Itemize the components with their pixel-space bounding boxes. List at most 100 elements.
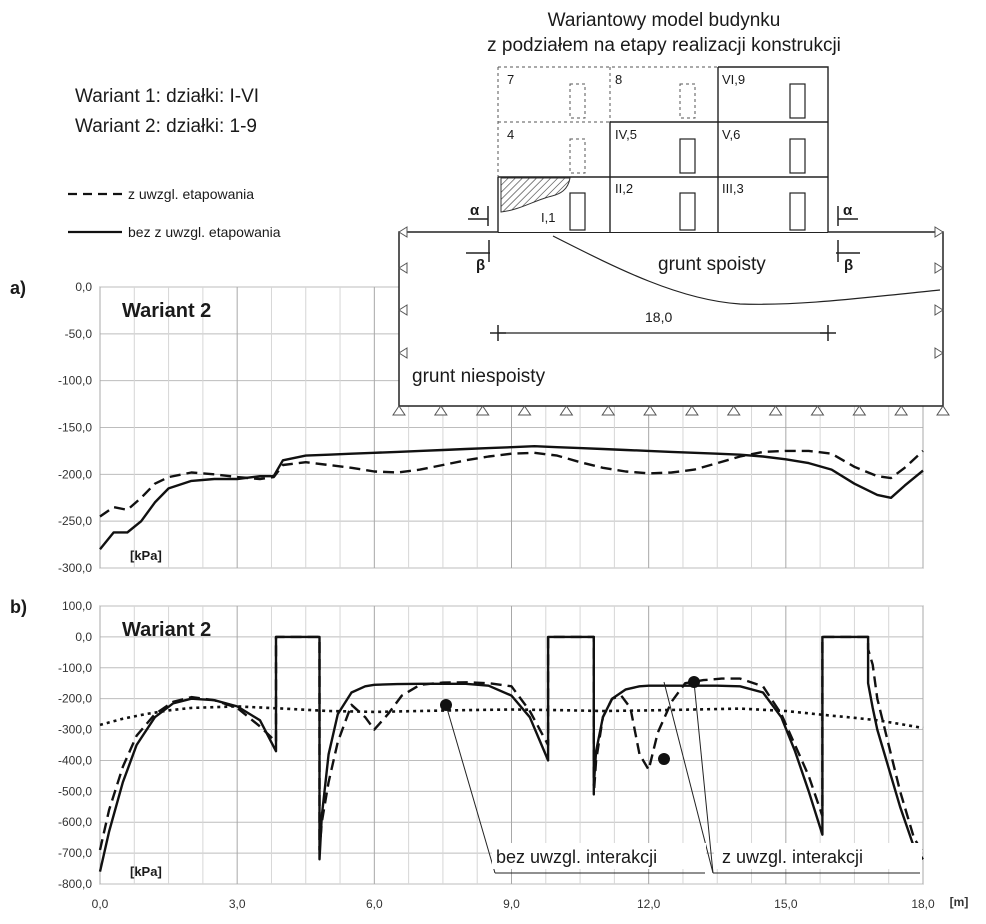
x-tick-label: 6,0 bbox=[366, 897, 383, 911]
diagram-title-line2: z podziałem na etapy realizacji konstruk… bbox=[487, 35, 841, 56]
cell-label: VI,9 bbox=[722, 72, 745, 87]
support-triangle bbox=[398, 262, 408, 274]
y-tick-label: 0,0 bbox=[75, 280, 92, 294]
building-area bbox=[498, 67, 828, 232]
annotation-box bbox=[492, 843, 706, 869]
bottom-supports bbox=[392, 405, 950, 416]
x-tick-label: 0,0 bbox=[92, 897, 109, 911]
panel-b-letter: b) bbox=[10, 597, 27, 617]
support-triangle bbox=[684, 405, 699, 416]
variant1-text: Wariant 1: działki: I-VI bbox=[75, 86, 259, 107]
planned-structure-dashed bbox=[497, 66, 718, 177]
marker-dot bbox=[658, 753, 670, 765]
support-triangle bbox=[852, 405, 867, 416]
series-line-solid bbox=[99, 445, 924, 551]
alpha-mark-left: α bbox=[470, 202, 480, 219]
legend-solid-label: bez z uwzgl. etapowania bbox=[128, 224, 281, 240]
support-triangle bbox=[643, 405, 658, 416]
panel-a-letter: a) bbox=[10, 278, 26, 298]
y-tick-label: -100,0 bbox=[58, 661, 92, 675]
x-tick-label: 9,0 bbox=[503, 897, 520, 911]
x-axis-unit: [m] bbox=[950, 895, 969, 909]
y-tick-label: -700,0 bbox=[58, 846, 92, 860]
support-triangle bbox=[559, 405, 574, 416]
support-triangle bbox=[894, 405, 909, 416]
support-triangle bbox=[398, 304, 408, 316]
support-triangle bbox=[934, 347, 944, 359]
cell-label: III,3 bbox=[722, 181, 744, 196]
chart-b-stresses: 100,0 0,0 -100,0 -200,0 -300,0 -400,0 -500,0 -6… bbox=[58, 599, 968, 911]
ground-noncohesive-label: grunt niespoisty bbox=[412, 366, 546, 387]
x-tick-label: 15,0 bbox=[774, 897, 798, 911]
side-supports bbox=[398, 226, 944, 359]
marker-dot bbox=[688, 676, 700, 688]
y-tick-label: -500,0 bbox=[58, 784, 92, 798]
window bbox=[679, 192, 696, 231]
y-tick-label: -100,0 bbox=[58, 374, 92, 388]
cell-label: V,6 bbox=[722, 127, 740, 142]
support-triangle bbox=[601, 405, 616, 416]
series-line-dotted bbox=[99, 705, 924, 730]
panel-variant-label: Wariant 2 bbox=[122, 619, 211, 641]
series-line-dashed bbox=[99, 449, 924, 518]
y-tick-label: -600,0 bbox=[58, 815, 92, 829]
support-triangle bbox=[934, 262, 944, 274]
cell-label: 7 bbox=[507, 72, 514, 87]
soil-interface-line bbox=[552, 235, 941, 305]
support-triangle bbox=[934, 304, 944, 316]
annotations: bez uwzgl. interakcji z uwzgl. interakcj… bbox=[440, 676, 922, 874]
annotation-no-interaction: bez uwzgl. interakcji bbox=[496, 847, 657, 867]
y-tick-label: -400,0 bbox=[58, 753, 92, 767]
support-triangle bbox=[475, 405, 490, 416]
y-tick-label: -300,0 bbox=[58, 561, 92, 575]
unit-label: [kPa] bbox=[130, 864, 162, 879]
dimension-label: 18,0 bbox=[645, 309, 672, 325]
window-dashed bbox=[569, 83, 586, 119]
window-dashed bbox=[569, 138, 586, 174]
variant2-text: Wariant 2: działki: 1-9 bbox=[75, 116, 257, 137]
marker-dot bbox=[440, 699, 452, 711]
x-tick-label: 18,0 bbox=[911, 897, 935, 911]
annotation-with-interaction: z uwzgl. interakcji bbox=[722, 847, 863, 867]
support-triangle bbox=[517, 405, 532, 416]
support-triangle bbox=[392, 405, 406, 416]
y-tick-label: 100,0 bbox=[62, 599, 92, 613]
window bbox=[679, 138, 696, 174]
x-tick-label: 12,0 bbox=[637, 897, 661, 911]
unit-label: [kPa] bbox=[130, 548, 162, 563]
annotation-box bbox=[714, 843, 922, 869]
support-triangle bbox=[936, 405, 950, 416]
y-tick-label: 0,0 bbox=[75, 630, 92, 644]
series-line-dashed bbox=[98, 635, 925, 854]
y-tick-label: -300,0 bbox=[58, 723, 92, 737]
y-tick-label: -250,0 bbox=[58, 514, 92, 528]
cell-label: I,1 bbox=[541, 210, 555, 225]
leader-line bbox=[693, 681, 714, 874]
window bbox=[789, 192, 806, 231]
cell-label: 4 bbox=[507, 127, 514, 142]
support-triangle bbox=[433, 405, 448, 416]
beta-mark-right: β bbox=[844, 257, 853, 274]
y-tick-label: -150,0 bbox=[58, 421, 92, 435]
built-structure bbox=[497, 66, 829, 232]
series-line-solid bbox=[98, 635, 924, 872]
support-triangle bbox=[726, 405, 741, 416]
support-triangle bbox=[810, 405, 825, 416]
beta-mark-left: β bbox=[476, 257, 485, 274]
hatched-area bbox=[500, 177, 571, 213]
y-tick-label: -200,0 bbox=[58, 467, 92, 481]
window bbox=[569, 192, 586, 231]
legend-dashed-label: z uwzgl. etapowania bbox=[128, 186, 254, 202]
building-diagram: 7 8 VI,9 4 IV,5 V,6 I,1 II,2 III,3 α α β… bbox=[392, 66, 950, 416]
y-tick-label: -800,0 bbox=[58, 877, 92, 891]
y-tick-label: -50,0 bbox=[65, 327, 93, 341]
cell-label: 8 bbox=[615, 72, 622, 87]
window bbox=[789, 138, 806, 174]
alpha-mark-right: α bbox=[843, 202, 853, 219]
support-triangle bbox=[934, 226, 944, 238]
leader-line bbox=[445, 704, 496, 874]
diagram-title-line1: Wariantowy model budynku bbox=[548, 10, 781, 31]
x-tick-label: 3,0 bbox=[229, 897, 246, 911]
cell-label: II,2 bbox=[615, 181, 633, 196]
